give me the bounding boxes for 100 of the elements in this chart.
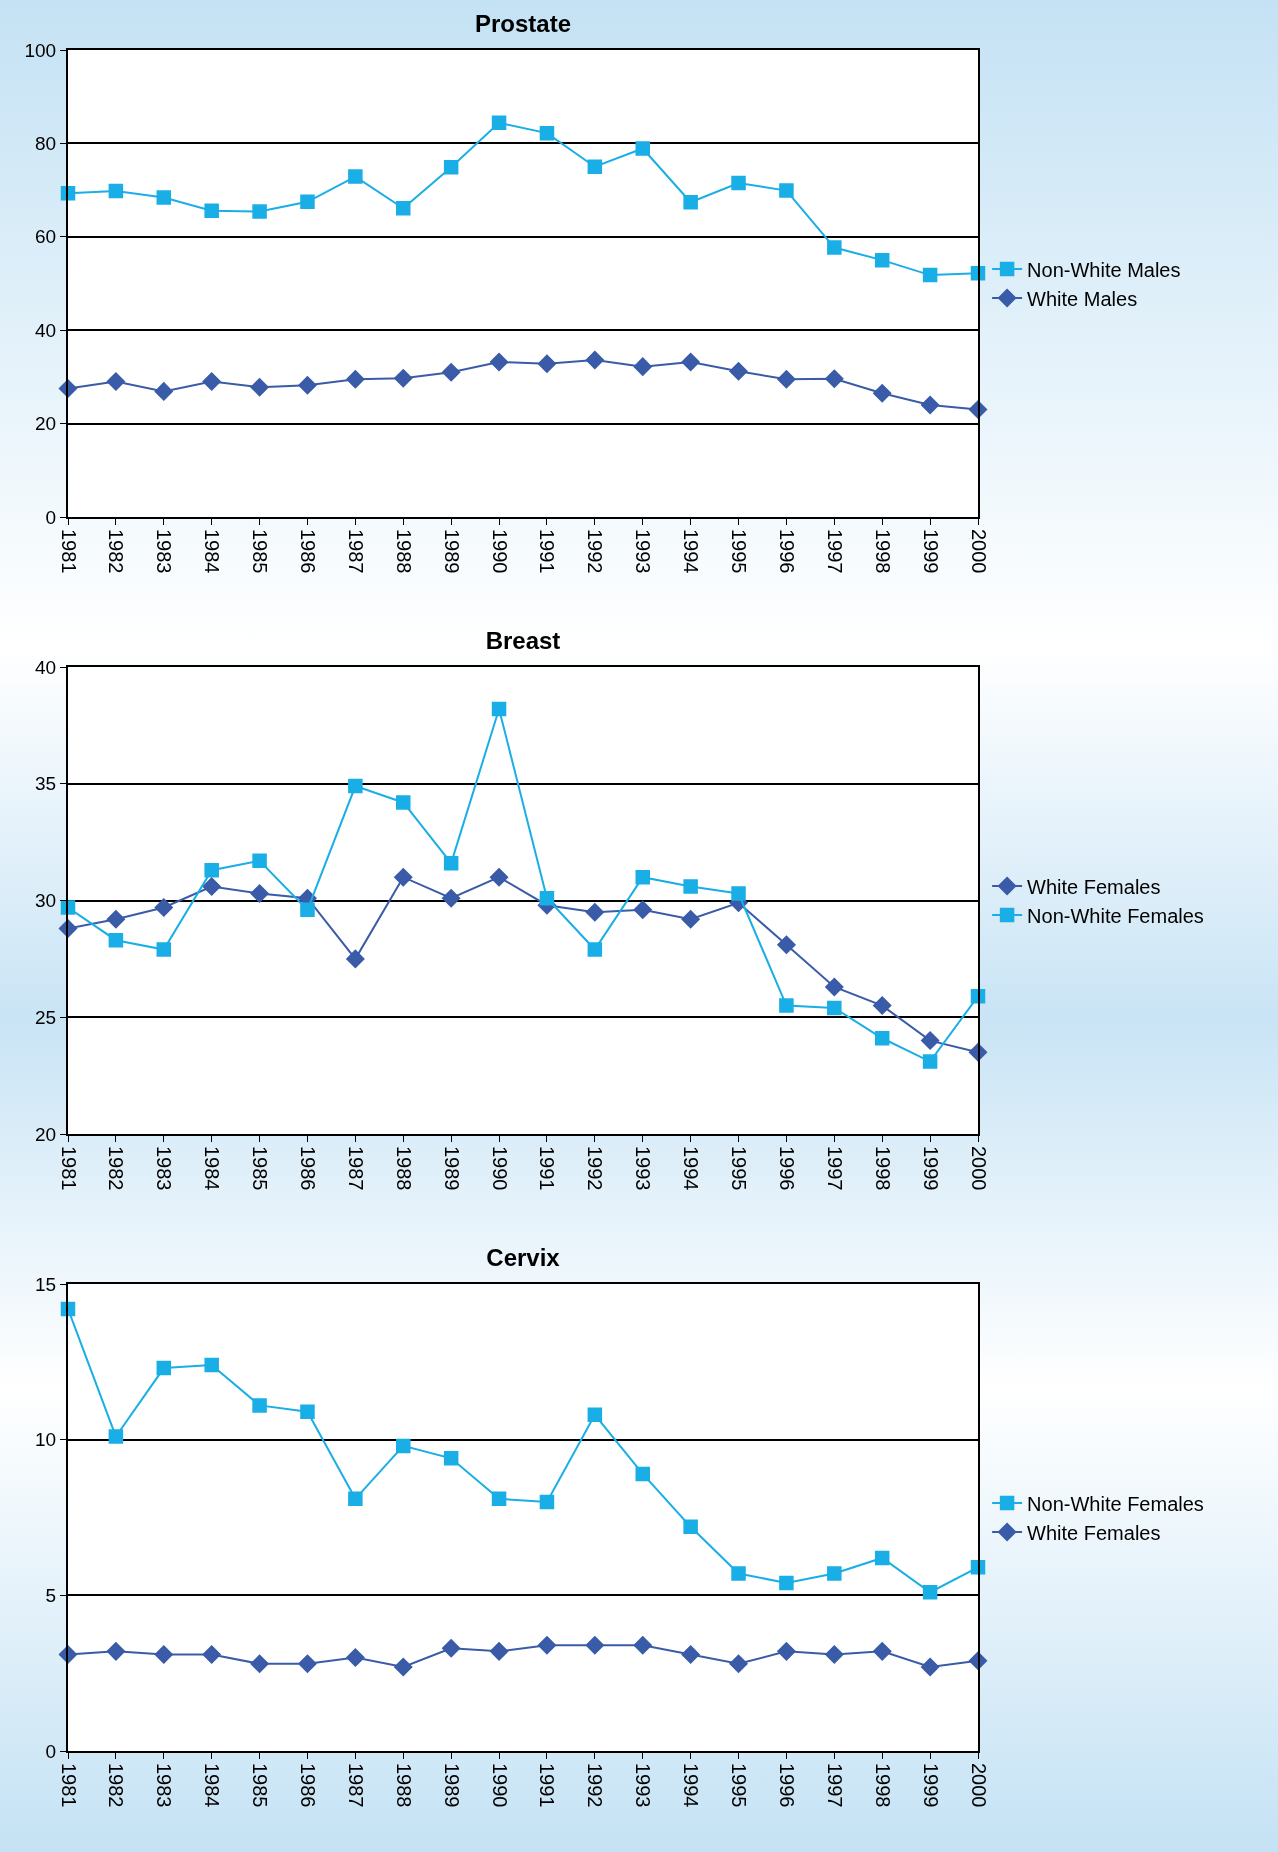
point [922, 1584, 938, 1600]
point [779, 1575, 794, 1591]
legend-label: White Females [1027, 1521, 1161, 1544]
point [827, 1566, 842, 1581]
x-tick-label: 1981 [57, 1763, 80, 1808]
y-tick-label: 40 [35, 656, 57, 678]
x-tick-label: 2000 [967, 529, 990, 574]
x-tick-label: 1988 [392, 1763, 415, 1808]
point [491, 1491, 507, 1507]
point [250, 377, 269, 397]
point [348, 778, 363, 794]
point [827, 240, 842, 255]
point [300, 1404, 315, 1419]
point [202, 1645, 221, 1664]
x-tick-label: 1998 [871, 1146, 894, 1191]
point [106, 372, 126, 391]
point [108, 1429, 124, 1444]
x-tick-label: 1996 [775, 1763, 798, 1808]
point [539, 125, 555, 141]
point [587, 942, 603, 957]
x-tick-label: 2000 [967, 1763, 990, 1808]
point [154, 898, 173, 917]
x-tick-label: 2000 [967, 1146, 990, 1191]
x-tick-label: 1993 [632, 1146, 655, 1191]
point [633, 1635, 652, 1655]
point [731, 886, 746, 901]
point [825, 977, 844, 997]
point [106, 1642, 126, 1661]
x-tick-label: 1994 [680, 1146, 703, 1191]
x-tick-label: 1993 [632, 1763, 655, 1808]
point [633, 900, 652, 920]
point [443, 855, 459, 871]
x-tick-label: 1989 [440, 1763, 463, 1808]
point [443, 1451, 459, 1466]
x-tick-label: 1995 [728, 529, 751, 574]
x-tick-label: 1984 [201, 529, 224, 574]
point [396, 1438, 411, 1454]
point [729, 1654, 748, 1674]
point [920, 1031, 940, 1050]
y-tick-label: 5 [45, 1584, 57, 1606]
point [348, 1491, 363, 1507]
point [873, 384, 892, 403]
x-tick-label: 1988 [392, 529, 415, 574]
point [825, 1645, 844, 1664]
y-tick-label: 10 [35, 1429, 57, 1451]
x-tick-label: 1986 [296, 1763, 319, 1808]
point [729, 362, 748, 381]
point [633, 357, 652, 376]
point [106, 909, 126, 929]
point [587, 159, 603, 174]
x-tick-label: 1994 [680, 529, 703, 574]
point [779, 998, 794, 1013]
x-tick-label: 1987 [344, 529, 367, 574]
x-tick-label: 1988 [392, 1146, 415, 1191]
y-tick-label: 80 [35, 133, 57, 155]
point [489, 867, 509, 887]
point [777, 935, 796, 955]
y-tick-label: 40 [35, 319, 57, 341]
point [683, 194, 698, 210]
y-tick-label: 20 [35, 1123, 57, 1145]
point [202, 877, 221, 896]
legend-label: White Females [1027, 875, 1161, 898]
point [489, 1642, 509, 1661]
chart-title: Prostate [474, 10, 572, 38]
x-tick-label: 1998 [871, 529, 894, 574]
point [204, 1357, 219, 1373]
x-tick-label: 1990 [488, 1763, 511, 1808]
x-tick-label: 1983 [153, 529, 176, 574]
point [491, 115, 507, 131]
x-tick-label: 1991 [536, 1146, 559, 1191]
x-tick-label: 1993 [632, 529, 655, 574]
x-tick-label: 1987 [344, 1763, 367, 1808]
point [156, 190, 172, 205]
x-tick-label: 1995 [728, 1146, 751, 1191]
y-tick-label: 30 [35, 890, 57, 912]
point [252, 1398, 267, 1413]
x-tick-label: 1986 [296, 529, 319, 574]
point [539, 890, 555, 906]
x-tick-label: 1994 [680, 1763, 703, 1808]
point [922, 267, 938, 283]
point [920, 395, 940, 415]
point [874, 252, 890, 268]
point [298, 376, 317, 395]
y-tick-label: 20 [35, 413, 57, 435]
point [108, 932, 124, 948]
x-tick-label: 1992 [584, 529, 607, 574]
x-tick-label: 1981 [57, 529, 80, 574]
x-tick-label: 1999 [919, 1763, 942, 1808]
x-tick-label: 1989 [440, 529, 463, 574]
point [441, 363, 461, 382]
x-tick-label: 1995 [728, 1763, 751, 1808]
x-tick-label: 1997 [823, 1146, 846, 1191]
point [346, 370, 365, 389]
point [394, 867, 413, 887]
point [300, 902, 315, 918]
legend-label: White Males [1027, 287, 1138, 310]
x-tick-label: 1992 [584, 1763, 607, 1808]
point [681, 909, 700, 929]
y-tick-label: 35 [35, 773, 57, 795]
x-tick-label: 1983 [153, 1146, 176, 1191]
